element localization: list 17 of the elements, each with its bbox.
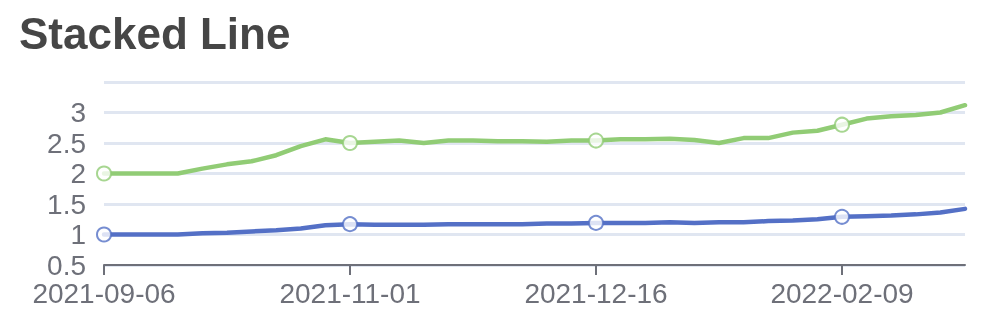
y-tick-label: 3 [70,97,86,128]
point [342,216,358,233]
chart-title: Stacked Line [19,8,291,58]
x-tick-label: 2021-12-16 [524,277,668,309]
x-tick-label: 2021-11-01 [279,277,421,309]
y-tick-label: 1 [70,219,86,250]
x-tick-label: 2022-02-09 [770,277,914,309]
point [588,132,604,149]
point [834,208,850,225]
point [342,135,358,151]
point [96,165,112,182]
point [588,214,604,231]
y-tick-label: 1.5 [47,188,86,220]
y-tick-label: 2.5 [47,127,86,159]
point [96,226,112,243]
point [834,116,850,133]
y-tick-label: 2 [70,158,86,189]
